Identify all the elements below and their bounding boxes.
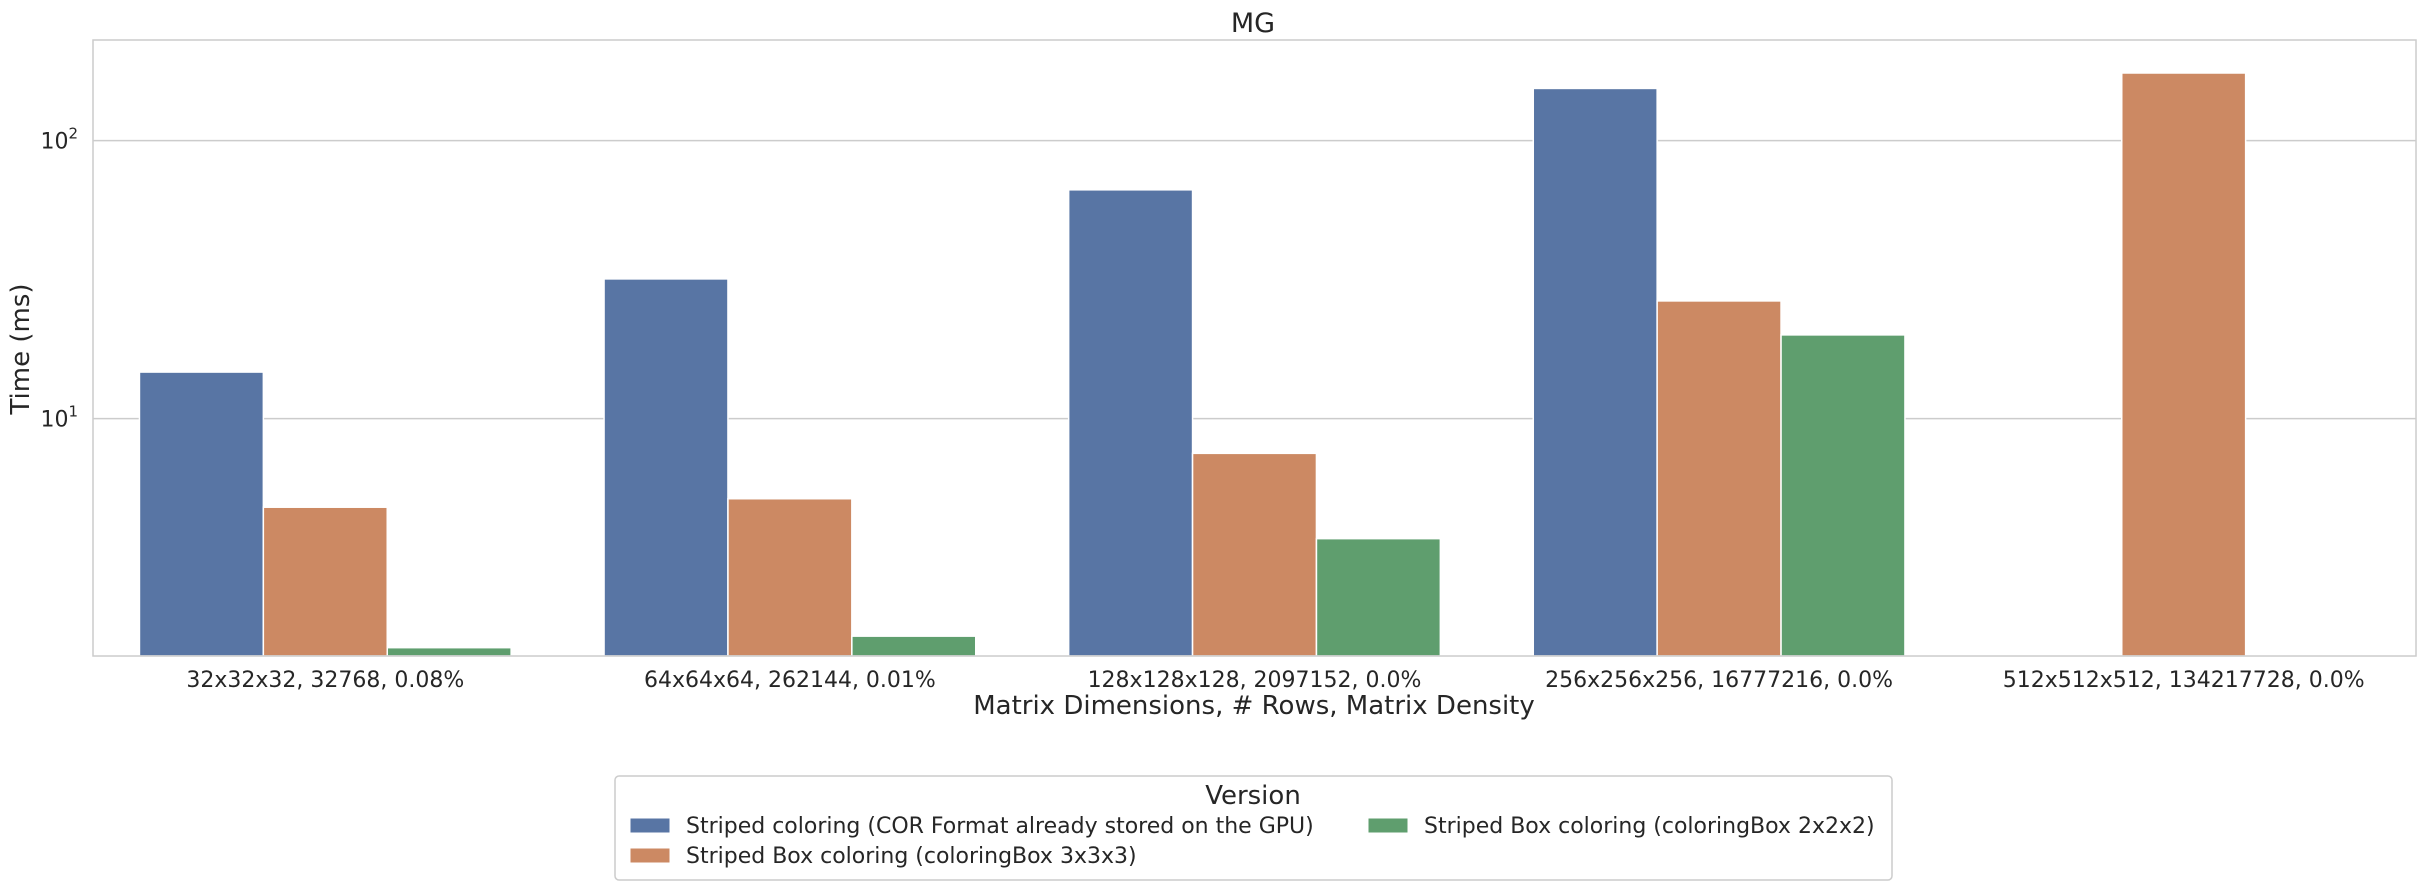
y-axis-ticks: 101 102 xyxy=(40,125,78,433)
bar xyxy=(2121,72,2247,657)
x-tick-label: 32x32x32, 32768, 0.08% xyxy=(186,668,464,693)
x-axis-ticks: 32x32x32, 32768, 0.08% 64x64x64, 262144, … xyxy=(186,668,2364,693)
x-tick-label: 512x512x512, 134217728, 0.0% xyxy=(2003,668,2365,693)
legend-label: Striped coloring (COR Format already sto… xyxy=(686,814,1314,839)
bars xyxy=(138,72,2247,657)
bar xyxy=(1532,87,1658,657)
bar xyxy=(262,506,388,657)
bar xyxy=(727,497,853,657)
plot-frame xyxy=(92,39,2417,657)
legend-title: Version xyxy=(1205,781,1301,811)
x-tick-label: 64x64x64, 262144, 0.01% xyxy=(644,668,936,693)
bar xyxy=(1067,189,1194,657)
y-tick-label: 102 xyxy=(40,125,78,155)
legend-swatch xyxy=(629,847,671,864)
legend-swatch xyxy=(629,817,671,834)
legend-label: Striped Box coloring (coloringBox 2x2x2) xyxy=(1424,814,1875,839)
bar xyxy=(1780,334,1906,657)
x-axis-title: Matrix Dimensions, # Rows, Matrix Densit… xyxy=(973,691,1535,721)
legend-swatch xyxy=(1367,817,1409,834)
legend: Version Striped coloring (COR Format alr… xyxy=(614,775,1893,881)
bar xyxy=(603,278,729,657)
legend-frame xyxy=(614,775,1893,881)
y-tick-label: 101 xyxy=(40,403,78,433)
x-tick-label: 256x256x256, 16777216, 0.0% xyxy=(1545,668,1893,693)
bar xyxy=(1315,537,1442,657)
y-axis-title: Time (ms) xyxy=(6,283,36,415)
bar xyxy=(386,646,512,657)
chart-title: MG xyxy=(1231,8,1275,39)
bar xyxy=(1191,452,1318,657)
legend-label: Striped Box coloring (coloringBox 3x3x3) xyxy=(686,844,1137,869)
bar xyxy=(138,371,265,657)
bar xyxy=(1656,300,1782,657)
x-tick-label: 128x128x128, 2097152, 0.0% xyxy=(1088,668,1422,693)
gridlines xyxy=(93,139,2416,420)
bar xyxy=(851,635,977,657)
